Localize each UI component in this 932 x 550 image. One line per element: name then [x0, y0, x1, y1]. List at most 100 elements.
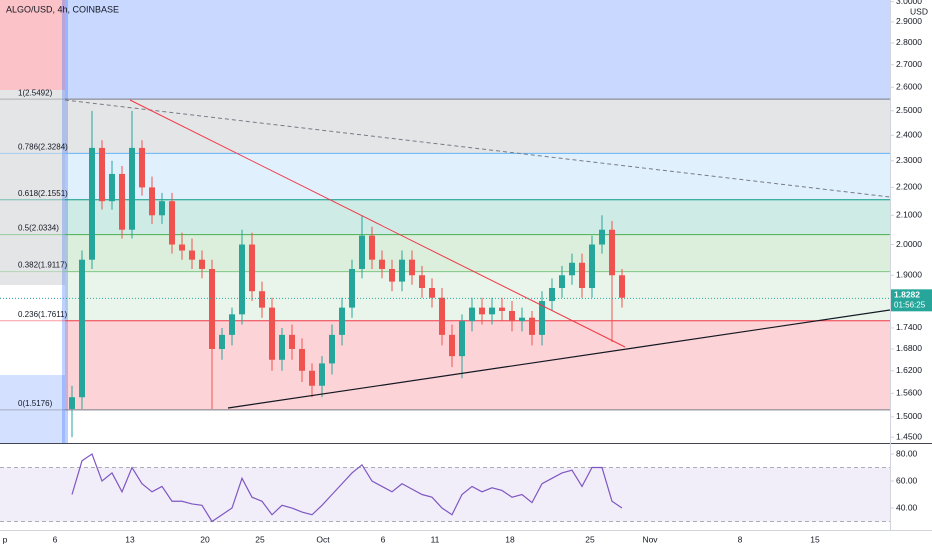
left-zone [0, 375, 65, 443]
candle-body [379, 259, 385, 269]
candle-body [209, 268, 215, 349]
candle-body [499, 307, 505, 311]
candle-body [529, 317, 535, 335]
candle-body [199, 259, 205, 269]
candle-body [249, 244, 255, 292]
candle-body [449, 334, 455, 357]
x-tick-label: 25 [585, 534, 595, 544]
candle-body [139, 147, 145, 188]
y-tick-label: 1.6800 [896, 343, 922, 353]
fib-label: 0.618(2.1551) [18, 189, 68, 198]
candle-body [559, 275, 565, 288]
candle-body [369, 235, 375, 260]
candle-body [509, 310, 515, 322]
x-tick-label: 15 [810, 534, 820, 544]
candle-body [159, 201, 165, 216]
candle-body [579, 262, 585, 288]
y-tick-label: 2.1000 [896, 210, 922, 220]
candle-body [99, 147, 105, 202]
left-strip [62, 0, 68, 443]
candle-body [89, 147, 95, 260]
candle-body [219, 334, 225, 349]
last-price-box [891, 289, 932, 312]
fib-label: 1(2.5492) [18, 88, 53, 97]
y-tick-label: 3.0000 [896, 0, 922, 6]
y-tick-label: 2.6000 [896, 82, 922, 92]
x-tick-label: p [3, 534, 8, 544]
y-tick-label: 2.3000 [896, 155, 922, 165]
candle-body [489, 307, 495, 315]
y-tick-label: 2.4000 [896, 130, 922, 140]
rsi-tick-label: 40.00 [896, 502, 918, 512]
candle-body [569, 262, 575, 276]
x-tick-label: 18 [505, 534, 515, 544]
fib-zone [65, 271, 890, 321]
candle-body [519, 317, 525, 322]
fib-zone [65, 153, 890, 200]
candle-body [479, 307, 485, 315]
candle-body [319, 363, 325, 386]
rsi-band-fill [0, 467, 890, 522]
candle-body [229, 314, 235, 335]
countdown-label: 01:56:25 [894, 300, 926, 309]
candle-body [69, 397, 75, 409]
candle-body [289, 334, 295, 349]
candle-body [339, 307, 345, 335]
candle-body [439, 297, 445, 335]
candle-body [399, 259, 405, 282]
candle-body [129, 147, 135, 230]
fib-zone [65, 234, 890, 272]
left-zone [0, 0, 65, 90]
candle-body [419, 275, 425, 288]
candle-body [149, 187, 155, 216]
rsi-tick-label: 60.00 [896, 475, 918, 485]
y-tick-label: 2.8000 [896, 37, 922, 47]
fib-label: 0.236(1.7611) [18, 310, 68, 319]
candle-body [469, 307, 475, 322]
candle-body [539, 301, 545, 335]
x-tick-label: Oct [316, 534, 330, 544]
x-tick-label: 20 [200, 534, 210, 544]
candle-body [269, 307, 275, 360]
candle-body [259, 291, 265, 308]
x-tick-label: 13 [125, 534, 135, 544]
y-tick-label: 1.6200 [896, 365, 922, 375]
candle-body [79, 259, 85, 398]
candle-body [609, 229, 615, 276]
y-tick-label: 1.5000 [896, 411, 922, 421]
x-tick-label: 8 [738, 534, 743, 544]
y-tick-label: 1.7400 [896, 322, 922, 332]
candle-body [239, 244, 245, 315]
candle-body [589, 244, 595, 288]
chart-title: ALGO/USD, 4h, COINBASE [6, 4, 119, 14]
last-price-label: 1.8282 [894, 290, 920, 300]
y-tick-label: 2.0000 [896, 239, 922, 249]
rsi-line [71, 453, 623, 523]
candle-body [599, 229, 605, 245]
trend-line [129, 99, 626, 348]
fib-zone [65, 320, 890, 410]
fib-zone [65, 199, 890, 235]
y-tick-label: 1.4500 [896, 431, 922, 441]
x-tick-label: 25 [255, 534, 265, 544]
candle-body [429, 287, 435, 298]
y-tick-label: 2.9000 [896, 16, 922, 26]
fib-zone [65, 0, 890, 100]
candle-body [169, 201, 175, 245]
candle-body [299, 348, 305, 371]
candle-body [389, 268, 395, 282]
candle-body [329, 334, 335, 364]
candle-body [309, 370, 315, 386]
x-tick-label: Nov [642, 534, 658, 544]
candle-body [359, 235, 365, 269]
candle-body [619, 275, 625, 298]
rsi-tick-label: 80.00 [896, 448, 918, 458]
candle-body [549, 287, 555, 302]
candle-body [459, 321, 465, 357]
candle-body [119, 173, 125, 230]
trend-line [64, 99, 891, 198]
y-tick-label: 1.9000 [896, 270, 922, 280]
fib-label: 0.382(1.9117) [18, 261, 68, 270]
fib-label: 0.786(2.3284) [18, 143, 68, 152]
